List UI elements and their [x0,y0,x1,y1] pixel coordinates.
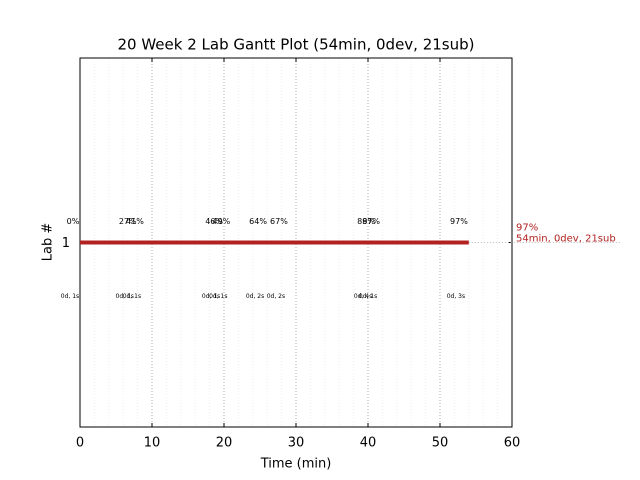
event-label: 27% [119,217,137,226]
event-label: 0% [67,217,80,226]
event-label: 97% [362,217,380,226]
x-tick-label: 20 [216,436,233,451]
x-tick-label: 60 [504,436,521,451]
bar [80,240,469,245]
event-sublabel: 0d, 1s [123,293,141,300]
event-sublabel: 0d, 3s [447,293,465,300]
x-tick-label: 30 [288,436,305,451]
event-sublabel: 0d, 1s [116,293,134,300]
event-sublabel: 0d, 1s [209,293,227,300]
summary-label: 54min, 0dev, 21sub [516,234,616,245]
x-tick-label: 40 [360,436,377,451]
event-label: 97% [450,217,468,226]
event-sublabel: 0d, 1s [61,293,79,300]
event-sublabel: 0d, 1s [359,293,377,300]
event-sublabel: 0d, 1s [202,293,220,300]
event-label: 64% [249,217,267,226]
y-tick-label: 1 [62,236,70,251]
end-label: 97% [516,223,538,234]
event-sublabel: 0d, 4s [354,293,372,300]
event-sublabel: 0d, 2s [246,293,264,300]
chart-title: 20 Week 2 Lab Gantt Plot (54min, 0dev, 2… [117,36,474,54]
x-axis-label: Time (min) [260,457,332,472]
x-tick-label: 10 [144,436,161,451]
x-tick-label: 50 [432,436,449,451]
event-label: 41% [126,217,144,226]
event-label: 46% [205,217,223,226]
x-tick-label: 0 [76,436,84,451]
y-axis-label: Lab # [41,223,56,262]
event-label: 88% [357,217,375,226]
event-sublabel: 0d, 2s [267,293,285,300]
event-label: 67% [270,217,288,226]
event-label: 49% [212,217,230,226]
